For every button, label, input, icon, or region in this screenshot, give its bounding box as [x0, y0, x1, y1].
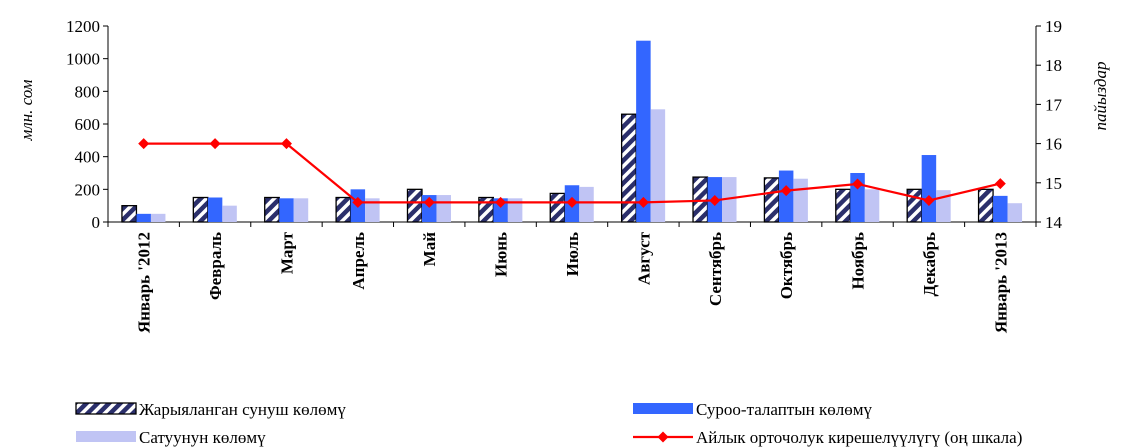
y2-axis-title: пайыздар	[1091, 61, 1110, 130]
bar-sales	[436, 195, 451, 222]
yield-point	[780, 185, 792, 197]
y2-tick-label: 19	[1045, 17, 1062, 36]
yield-point	[423, 196, 435, 208]
yield-point	[637, 196, 649, 208]
bar-offer	[192, 196, 209, 223]
bar-offer	[763, 177, 780, 223]
legend-swatch	[75, 402, 137, 415]
yield-point	[566, 196, 578, 208]
bar-sales	[222, 205, 237, 222]
yield-point	[495, 196, 507, 208]
bar-offer	[335, 196, 352, 223]
x-tick-label: Июль	[563, 232, 582, 276]
bar-sales	[650, 109, 666, 222]
legend-label: Сатуунун көлөмү	[139, 428, 266, 447]
bar-offer	[549, 192, 566, 223]
y2-tick-label: 16	[1045, 135, 1062, 154]
yield-point	[352, 196, 364, 208]
bar-offer	[478, 196, 495, 223]
bar-offer	[906, 188, 923, 223]
legend-item: Суроо-талаптын көлөмү	[633, 400, 873, 419]
x-tick-label: Апрель	[349, 232, 368, 290]
bar-sales	[507, 198, 523, 222]
y-tick-label: 200	[75, 180, 101, 199]
y-tick-label: 1000	[66, 50, 100, 69]
legend-swatch	[633, 403, 693, 414]
bar-demand	[921, 155, 937, 222]
legend-item: Жарыяланган сунуш көлөмү	[75, 400, 346, 419]
x-tick-label: Июнь	[492, 232, 511, 277]
y-tick-label: 800	[75, 82, 101, 101]
x-tick-label: Декабрь	[920, 232, 939, 296]
yield-point	[209, 138, 221, 150]
bar-sales	[864, 189, 880, 222]
y-tick-label: 600	[75, 115, 101, 134]
y2-tick-label: 15	[1045, 174, 1062, 193]
x-tick-label: Февраль	[206, 232, 225, 300]
legend-swatch	[76, 431, 136, 442]
y-tick-label: 400	[75, 148, 101, 167]
yield-point	[852, 178, 864, 190]
bar-demand	[993, 195, 1008, 222]
legend-item: Сатуунун көлөмү	[76, 428, 266, 447]
x-tick-label: Март	[277, 231, 296, 274]
bar-sales	[293, 198, 309, 222]
y2-tick-label: 18	[1045, 56, 1062, 75]
bar-sales	[150, 213, 166, 222]
bar-demand	[636, 40, 651, 223]
yield-point	[923, 194, 935, 206]
bar-sales	[579, 186, 594, 222]
y-axis-title: млн. сом	[17, 79, 36, 141]
yield-point	[994, 178, 1006, 190]
x-tick-label: Октябрь	[777, 232, 796, 299]
bar-offer	[977, 188, 994, 223]
bar-demand	[207, 197, 223, 222]
legend-label: Айлык орточолук кирешелүүлүгү (оң шкала)	[696, 428, 1022, 447]
bar-offer	[264, 196, 280, 223]
bar-offer	[406, 188, 423, 223]
bar-sales	[793, 178, 808, 222]
bar-demand	[778, 170, 794, 222]
bar-offer	[121, 205, 138, 223]
bar-demand	[136, 213, 151, 222]
legend-swatch-marker	[657, 431, 669, 443]
bar-offer	[620, 113, 637, 223]
bar-demand	[279, 198, 294, 222]
yield-point	[280, 138, 292, 150]
yield-point	[709, 194, 721, 206]
bar-offer	[835, 188, 851, 223]
y-tick-label: 1200	[66, 17, 100, 36]
x-tick-label: Январь '2013	[991, 232, 1010, 333]
legend-item: Айлык орточолук кирешелүүлүгү (оң шкала)	[633, 428, 1022, 447]
x-tick-label: Ноябрь	[849, 232, 868, 290]
y-tick-label: 0	[92, 213, 101, 232]
y2-tick-label: 17	[1045, 95, 1063, 114]
y2-tick-label: 14	[1045, 213, 1063, 232]
bar-offer	[692, 176, 709, 223]
bar-sales	[1007, 203, 1023, 222]
yield-point	[138, 138, 150, 150]
x-tick-label: Май	[420, 232, 439, 267]
x-tick-label: Сентябрь	[706, 232, 725, 306]
x-tick-label: Январь '2012	[135, 232, 154, 333]
x-tick-label: Август	[634, 231, 653, 285]
bar-sales	[365, 198, 380, 222]
legend-label: Суроо-талаптын көлөмү	[696, 400, 873, 419]
legend-label: Жарыяланган сунуш көлөмү	[139, 400, 346, 419]
